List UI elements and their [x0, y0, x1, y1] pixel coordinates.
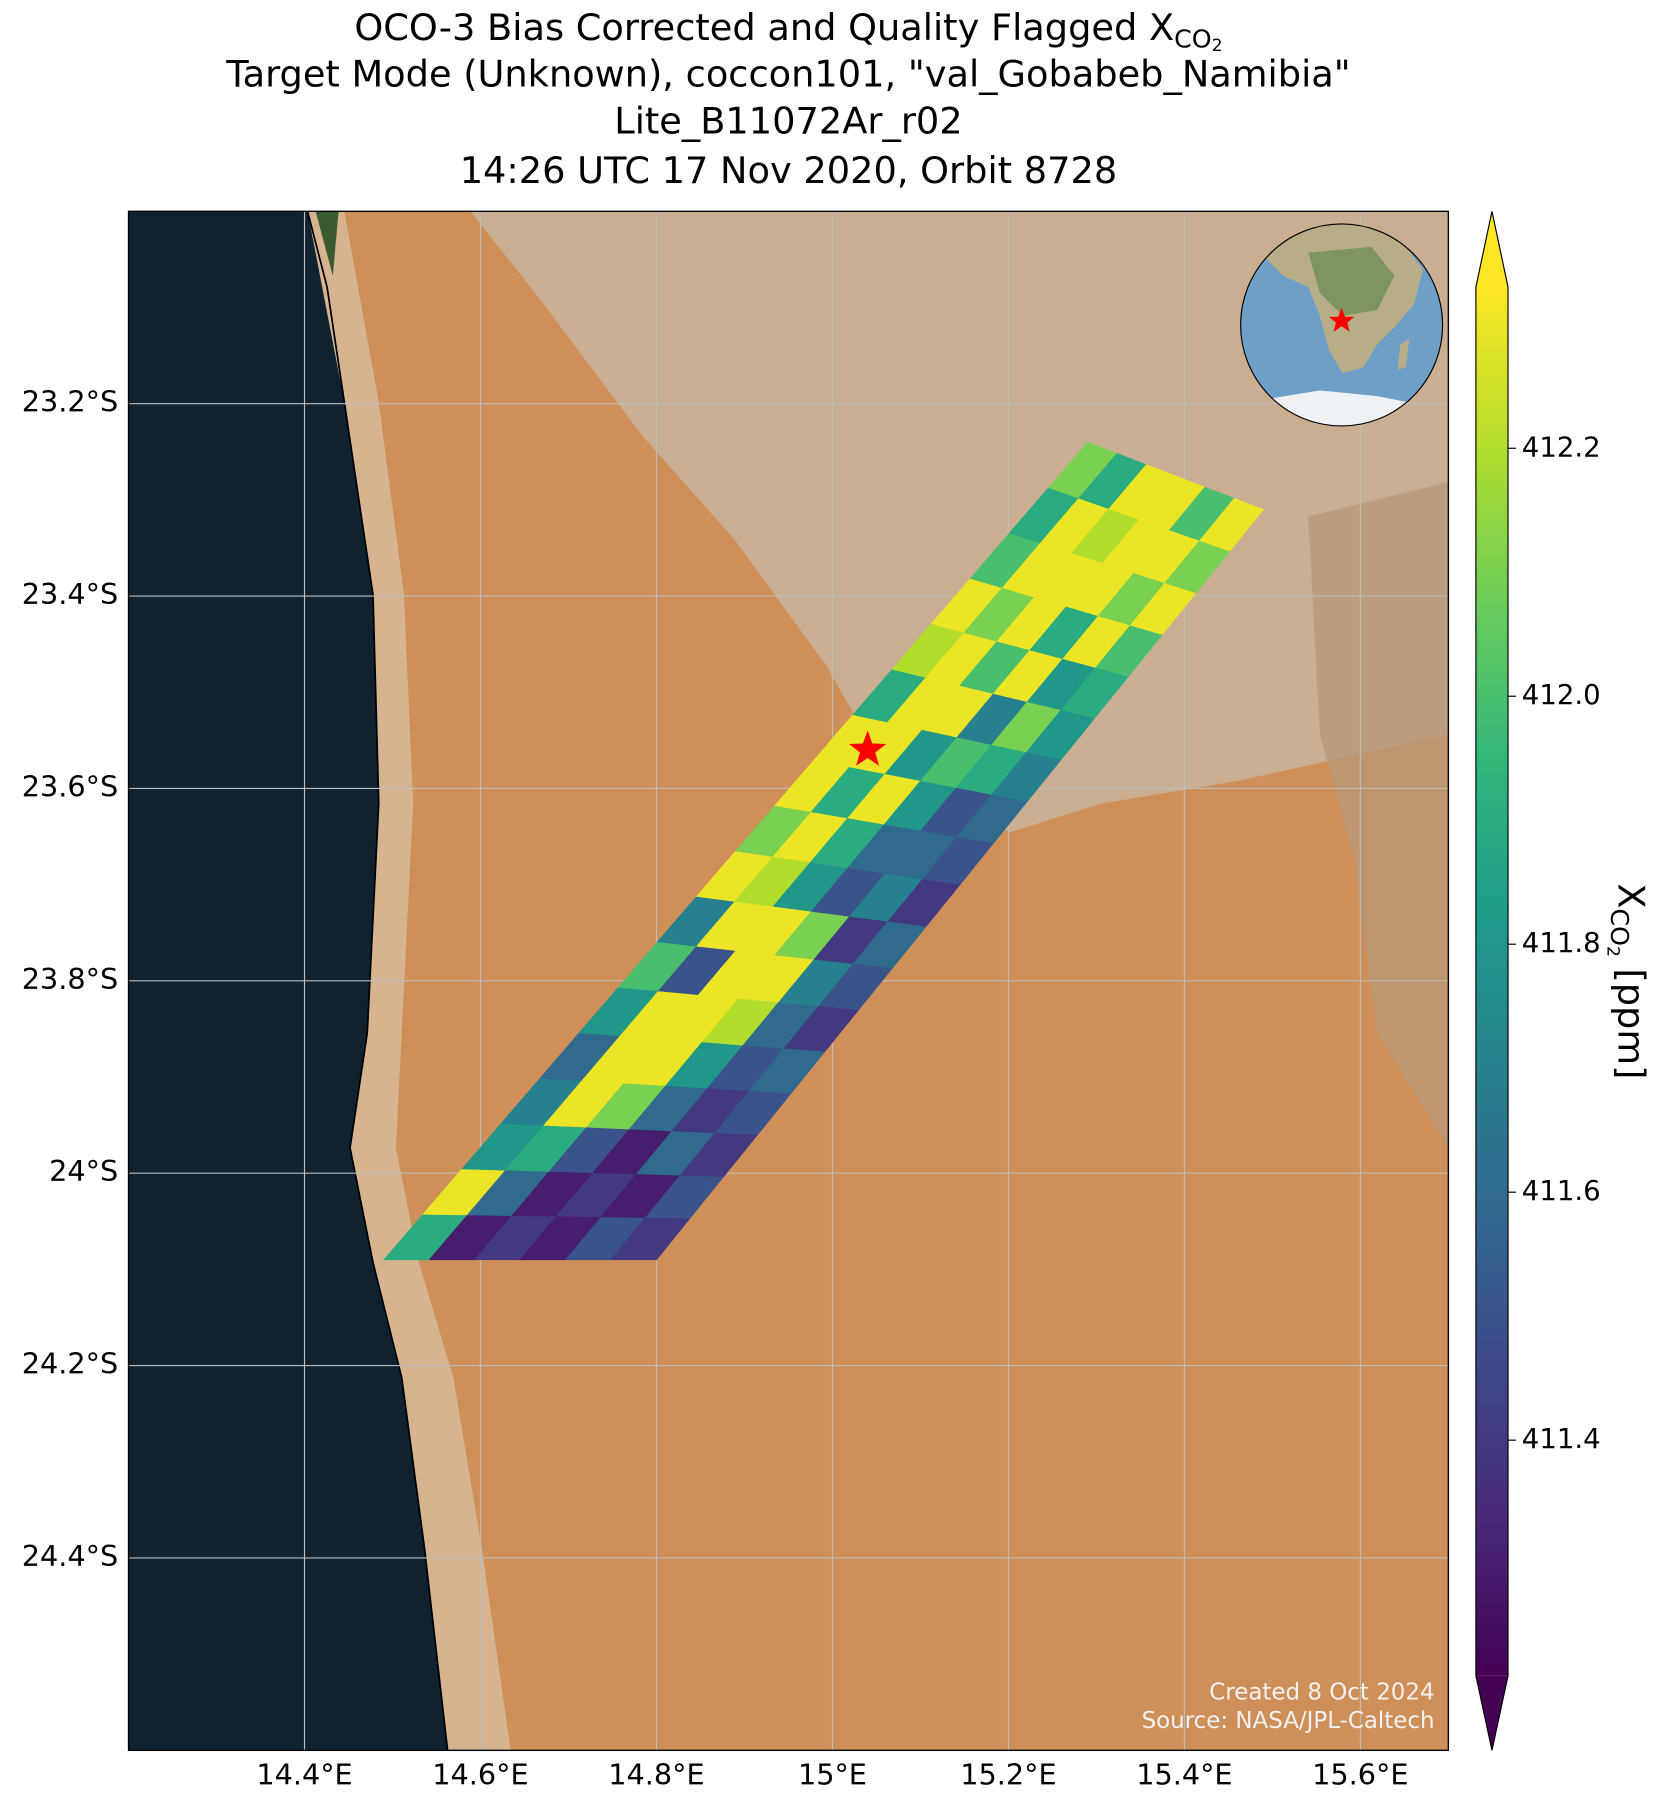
x-tick-label: 14.8°E	[608, 1758, 704, 1792]
colorbar-tick-label: 411.6	[1522, 1175, 1601, 1207]
x-tick-label: 15.4°E	[1136, 1758, 1232, 1792]
title-text: OCO-3 Bias Corrected and Quality Flagged…	[354, 5, 1174, 48]
globe-vegetation	[1308, 246, 1395, 316]
colorbar: 411.4 411.6 411.8 412.0 412.2	[1475, 211, 1601, 1751]
colorbar-tick-label: 412.2	[1522, 431, 1601, 463]
y-tick-label: 23.2°S	[22, 385, 118, 419]
globe-madagascar	[1397, 338, 1410, 370]
colorbar-tick-label: 411.4	[1522, 1423, 1601, 1455]
annotation: Created 8 Oct 2024	[1209, 1679, 1434, 1705]
subtitle: Lite_B11072Ar_r02	[614, 99, 962, 142]
x-tick-label: 14.4°E	[256, 1758, 352, 1792]
colorbar-outline	[1475, 211, 1509, 1751]
colorbar-extend-bottom	[1475, 1675, 1509, 1751]
coastline	[306, 211, 449, 1751]
x-tick-label: 15.6°E	[1312, 1758, 1408, 1792]
y-tick-label: 24.4°S	[22, 1539, 118, 1573]
y-tick-label: 23.6°S	[22, 769, 118, 803]
subtitle: Target Mode (Unknown), coccon101, "val_G…	[225, 52, 1350, 95]
colorbar-label-sub: CO	[1605, 909, 1634, 946]
colorbar-label-x: X	[1610, 883, 1653, 908]
colorbar-label-unit: [ppm]	[1610, 968, 1653, 1079]
x-tick-label: 15.2°E	[960, 1758, 1056, 1792]
globe-site	[1328, 307, 1355, 332]
swath	[383, 441, 1265, 1261]
annotation: Source: NASA/JPL-Caltech	[1142, 1708, 1435, 1734]
map-frame	[127, 210, 1450, 1752]
y-tick-label: 23.4°S	[22, 577, 118, 611]
title-sub: CO	[1174, 24, 1211, 53]
colorbar-label: XCO2 [ppm]	[1602, 883, 1653, 1079]
colorbar-label-subsub: 2	[1602, 946, 1622, 957]
colorbar-tick-label: 412.0	[1522, 679, 1601, 711]
title: OCO-3 Bias Corrected and Quality Flagged…	[354, 5, 1222, 56]
grid	[128, 211, 1449, 1751]
subtitle: 14:26 UTC 17 Nov 2020, Orbit 8728	[460, 149, 1118, 192]
y-tick-label: 24°S	[49, 1154, 118, 1188]
colorbar-body	[1475, 287, 1509, 1676]
y-tick-label: 23.8°S	[22, 962, 118, 996]
title-subsub: 2	[1212, 36, 1223, 56]
colorbar-extend-top	[1475, 211, 1509, 288]
vegetation	[315, 211, 339, 276]
rocky-plain	[470, 211, 1449, 833]
y-tick-label: 24.2°S	[22, 1347, 118, 1381]
footprint	[1199, 497, 1265, 552]
x-tick-label: 15°E	[798, 1758, 867, 1792]
globe-outline	[1240, 223, 1444, 427]
x-tick-label: 14.6°E	[432, 1758, 528, 1792]
colorbar-tick-label: 411.8	[1522, 927, 1601, 959]
site-marker	[849, 730, 887, 766]
